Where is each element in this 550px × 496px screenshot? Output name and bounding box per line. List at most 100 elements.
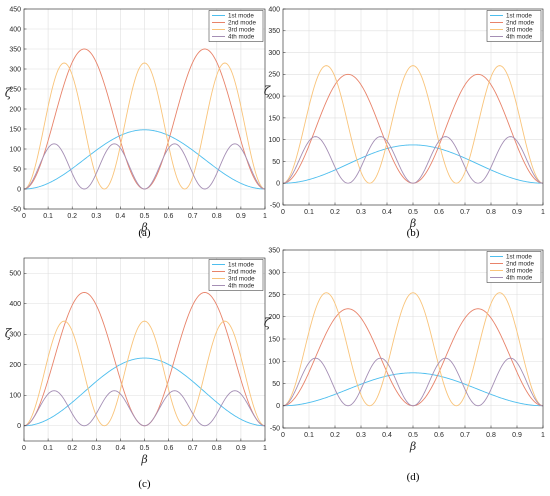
x-tick-label: 0.1 [43, 213, 53, 220]
series-line-4 [23, 143, 266, 190]
x-tick-label: 0.2 [67, 213, 77, 220]
chart-panel-b: 0 0.1 0.2 0.3 0.4 0.5 0.6 0.7 0.8 0.9 1-5005010015… [264, 6, 545, 239]
series-line-4 [282, 136, 544, 184]
chart-panel-c: 0 0.1 0.2 0.3 0.4 0.5 0.6 0.7 0.8 0.9 1 0 100 200 300 4… [5, 257, 267, 490]
y-axis-label: ζ [5, 86, 13, 100]
x-axis-label: β [409, 217, 416, 230]
y-tick-label: 50 [272, 381, 280, 388]
x-tick-label: 1 [541, 432, 545, 439]
x-axis-label: β [140, 453, 147, 466]
x-tick-label: 0.1 [43, 445, 53, 452]
y-tick-label: -50 [270, 202, 280, 209]
legend-label: 1st mode [506, 13, 532, 20]
x-tick-label: 0 [281, 209, 285, 216]
series-line-1 [282, 372, 544, 407]
x-tick-label: 0 [22, 445, 26, 452]
y-axis-label: ζ [264, 84, 272, 98]
legend-label: 4th mode [228, 34, 255, 41]
x-tick-label: 1 [541, 209, 545, 216]
y-tick-label: 200 [9, 362, 21, 369]
legend-label: 1st mode [228, 262, 254, 269]
x-tick-label: 0.8 [212, 445, 222, 452]
x-tick-label: 0.8 [212, 213, 222, 220]
y-tick-label: 0 [276, 403, 280, 410]
y-tick-label: 350 [268, 247, 280, 254]
series-line-3 [23, 62, 266, 190]
x-tick-label: 0.6 [164, 213, 174, 220]
x-tick-label: 0.1 [304, 209, 314, 216]
series-line-3 [282, 292, 544, 407]
x-tick-label: 0.3 [356, 209, 366, 216]
x-tick-label: 0.2 [330, 432, 340, 439]
x-tick-label: 1 [263, 445, 267, 452]
x-tick-label: 0.7 [188, 445, 198, 452]
y-tick-label: 350 [268, 28, 280, 35]
y-tick-label: 50 [13, 166, 21, 173]
y-tick-label: 300 [9, 332, 21, 339]
x-tick-label: 0.4 [382, 432, 392, 439]
series-line-4 [23, 390, 266, 427]
x-tick-label: 0.8 [486, 209, 496, 216]
x-tick-label: 0.9 [512, 432, 522, 439]
x-tick-label: 0.9 [512, 209, 522, 216]
y-tick-label: 500 [9, 271, 21, 278]
y-tick-label: 350 [9, 46, 21, 53]
y-tick-label: 100 [268, 137, 280, 144]
legend-label: 1st mode [228, 13, 254, 20]
y-tick-label: 400 [9, 301, 21, 308]
y-tick-label: 450 [9, 6, 21, 13]
panel-caption-c: (c) [138, 478, 151, 490]
x-tick-label: 0.7 [188, 213, 198, 220]
series-line-1 [283, 144, 543, 184]
y-tick-label: 0 [17, 186, 21, 193]
y-tick-label: 150 [268, 115, 280, 122]
x-tick-label: 1 [263, 213, 267, 220]
y-tick-label: 300 [268, 270, 280, 277]
x-tick-label: 0.1 [304, 432, 314, 439]
y-tick-label: 250 [268, 72, 280, 79]
y-tick-label: 100 [268, 359, 280, 366]
x-tick-label: 0.8 [486, 432, 496, 439]
x-axis-label: β [409, 440, 416, 453]
x-tick-label: 0.5 [140, 445, 150, 452]
y-tick-label: 0 [276, 181, 280, 188]
y-tick-label: 250 [268, 292, 280, 299]
x-tick-label: 0.5 [408, 209, 418, 216]
x-tick-label: 0.3 [91, 213, 101, 220]
legend-label: 4th mode [506, 275, 533, 282]
x-tick-label: 0.6 [434, 209, 444, 216]
chart-panel-d: 0 0.1 0.2 0.3 0.4 0.5 0.6 0.7 0.8 0.9 1-5005010015… [264, 247, 545, 483]
legend-label: 4th mode [228, 283, 255, 290]
series-line-3 [23, 320, 266, 427]
x-tick-label: 0.6 [164, 445, 174, 452]
y-axis-label: ζ [264, 316, 272, 330]
legend-label: 4th mode [506, 34, 533, 41]
legend-label: 2nd mode [506, 20, 535, 27]
legend-label: 3rd mode [228, 276, 255, 283]
x-tick-label: 0.7 [460, 432, 470, 439]
y-tick-label: 400 [9, 26, 21, 33]
series-line-1 [23, 129, 266, 190]
legend-label: 2nd mode [228, 269, 257, 276]
x-tick-label: 0.4 [116, 213, 126, 220]
x-tick-label: 0.2 [67, 445, 77, 452]
legend-label: 3rd mode [506, 27, 533, 34]
chart-panel-a: 0 0.1 0.2 0.3 0.4 0.5 0.6 0.7 0.8 0.9 1-5005010015… [5, 6, 267, 239]
y-tick-label: 50 [272, 159, 280, 166]
x-axis-label: β [140, 221, 147, 234]
y-tick-label: 100 [9, 393, 21, 400]
y-tick-label: 400 [268, 6, 280, 13]
x-tick-label: 0.3 [356, 432, 366, 439]
series-line-1 [23, 357, 266, 427]
y-tick-label: 200 [268, 314, 280, 321]
x-tick-label: 0.9 [236, 445, 246, 452]
y-tick-label: 150 [268, 336, 280, 343]
x-tick-label: 0.6 [434, 432, 444, 439]
x-tick-label: 0.9 [236, 213, 246, 220]
series-line-4 [282, 357, 544, 407]
